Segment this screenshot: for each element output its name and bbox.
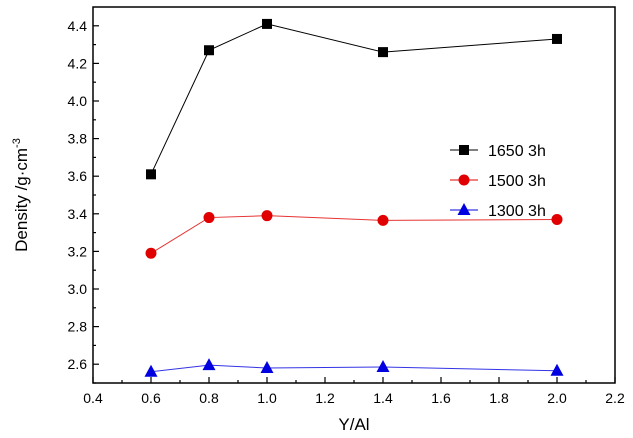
x-axis-label: Y/Al — [338, 415, 369, 434]
data-point — [550, 363, 564, 376]
x-tick-label: 2.0 — [547, 390, 567, 406]
y-tick-label: 4.4 — [68, 18, 88, 34]
data-point — [377, 214, 389, 226]
data-point — [202, 358, 216, 371]
x-tick-label: 1.8 — [489, 390, 509, 406]
x-tick-label: 0.6 — [141, 390, 161, 406]
data-point — [376, 360, 390, 373]
data-point — [144, 364, 158, 377]
data-point — [262, 18, 272, 29]
y-tick-label: 2.8 — [68, 319, 88, 335]
legend-label: 1500 3h — [488, 173, 546, 190]
x-tick-label: 0.4 — [83, 390, 103, 406]
y-tick-label: 3.4 — [68, 206, 88, 222]
data-point — [146, 169, 156, 180]
legend: 1650 3h 1500 3h 1300 3h — [450, 143, 546, 220]
series-1500-3h — [145, 210, 563, 259]
y-tick-label: 3.8 — [68, 131, 88, 147]
data-point — [204, 45, 214, 56]
data-point — [203, 212, 215, 224]
data-point — [260, 360, 274, 373]
legend-marker — [457, 203, 471, 215]
y-tick-label: 2.6 — [68, 356, 88, 372]
data-point — [551, 213, 563, 225]
y-tick-label: 4.0 — [68, 93, 88, 109]
legend-label: 1300 3h — [488, 203, 546, 220]
x-tick-label: 1.2 — [315, 390, 335, 406]
series-1300-3h — [144, 358, 564, 377]
x-tick-label: 1.4 — [373, 390, 393, 406]
legend-marker — [459, 145, 469, 155]
x-tick-label: 1.6 — [431, 390, 451, 406]
data-point — [261, 210, 273, 222]
y-tick-label: 4.2 — [68, 55, 88, 71]
x-tick-label: 2.2 — [605, 390, 625, 406]
series-1650-3h — [146, 18, 562, 180]
data-point — [552, 33, 562, 44]
plot-frame — [92, 6, 616, 384]
y-axis-label-exponent: -3 — [11, 138, 23, 148]
data-point — [145, 247, 157, 259]
y-tick-label: 3.0 — [68, 281, 88, 297]
y-axis-label: Density /g·cm-3 — [11, 138, 31, 252]
legend-label: 1650 3h — [488, 143, 546, 160]
x-tick-label: 0.8 — [199, 390, 219, 406]
y-axis-label-text: Density /g·cm — [12, 148, 31, 252]
legend-marker — [458, 174, 470, 186]
x-tick-label: 1.0 — [257, 390, 277, 406]
data-point — [378, 47, 388, 58]
y-tick-label: 3.2 — [68, 243, 88, 259]
y-tick-label: 3.6 — [68, 168, 88, 184]
